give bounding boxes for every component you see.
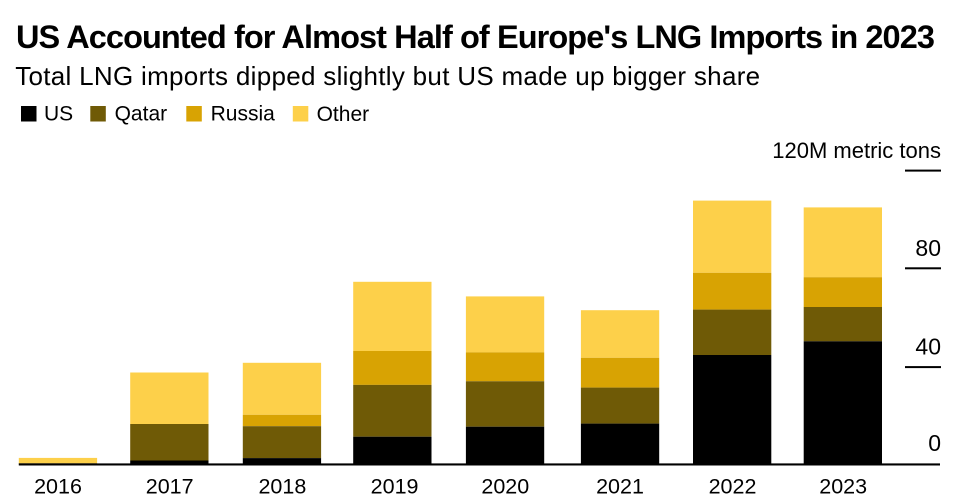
svg-text:0: 0	[928, 430, 941, 456]
svg-text:US: US	[44, 103, 73, 126]
svg-text:120M metric tons: 120M metric tons	[772, 138, 941, 163]
svg-text:2017: 2017	[146, 475, 194, 499]
svg-text:2023: 2023	[819, 475, 867, 499]
svg-text:2021: 2021	[596, 475, 644, 499]
svg-text:2019: 2019	[371, 475, 419, 499]
svg-text:2016: 2016	[34, 475, 82, 499]
svg-text:2018: 2018	[258, 475, 306, 499]
svg-text:2020: 2020	[481, 475, 529, 499]
svg-text:Total LNG imports dipped sligh: Total LNG imports dipped slightly but US…	[15, 61, 760, 91]
svg-text:US Accounted for Almost Half o: US Accounted for Almost Half of Europe's…	[16, 19, 934, 55]
svg-text:80: 80	[915, 235, 941, 261]
svg-text:Qatar: Qatar	[115, 103, 168, 126]
svg-text:Other: Other	[317, 103, 370, 126]
svg-text:40: 40	[915, 334, 941, 360]
svg-text:2022: 2022	[709, 475, 757, 499]
svg-text:Russia: Russia	[211, 103, 276, 126]
